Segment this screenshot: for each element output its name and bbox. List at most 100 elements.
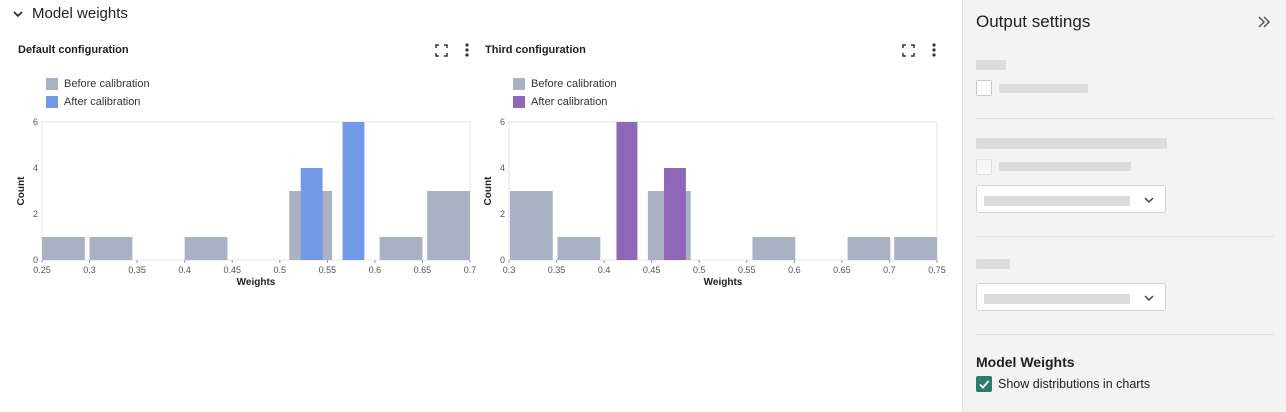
y-tick-label: 2 bbox=[33, 209, 38, 219]
bar-before-calibration bbox=[509, 191, 553, 260]
placeholder-select[interactable] bbox=[976, 185, 1166, 213]
chevron-down-icon bbox=[1144, 197, 1154, 204]
x-tick-label: 0.35 bbox=[548, 265, 566, 275]
model-weights-section-toggle[interactable]: Model weights bbox=[12, 5, 128, 22]
y-tick-label: 0 bbox=[33, 255, 38, 265]
loading-placeholder bbox=[976, 138, 1167, 149]
chart-title: Third configuration bbox=[485, 44, 586, 56]
x-axis-label: Weights bbox=[237, 277, 276, 288]
y-tick-label: 4 bbox=[33, 163, 38, 173]
y-tick-label: 6 bbox=[33, 117, 38, 127]
x-tick-label: 0.45 bbox=[643, 265, 661, 275]
sidebar-title: Output settings bbox=[976, 12, 1091, 31]
chart-legend: Before calibration After calibration bbox=[513, 75, 617, 111]
divider bbox=[976, 118, 1274, 119]
legend-swatch bbox=[46, 96, 58, 108]
chart-title: Default configuration bbox=[18, 44, 129, 56]
bar-before-calibration bbox=[184, 237, 228, 260]
legend-label: After calibration bbox=[64, 96, 141, 108]
more-options-icon[interactable] bbox=[459, 42, 475, 58]
x-tick-label: 0.3 bbox=[83, 265, 96, 275]
fullscreen-icon[interactable] bbox=[433, 42, 449, 58]
bar-before-calibration bbox=[379, 237, 423, 260]
x-tick-label: 0.6 bbox=[788, 265, 801, 275]
more-options-icon[interactable] bbox=[926, 42, 942, 58]
fullscreen-icon[interactable] bbox=[900, 42, 916, 58]
legend-item-after[interactable]: After calibration bbox=[513, 93, 617, 111]
legend-item-before[interactable]: Before calibration bbox=[46, 75, 150, 93]
x-tick-label: 0.45 bbox=[223, 265, 241, 275]
y-tick-label: 4 bbox=[500, 163, 505, 173]
histogram-third: 0.3 0.35 0.4 0.45 0.5 0.55 0.6 0.65 0.7 0.75 0 2 4 6 W… bbox=[483, 117, 946, 288]
chevron-down-icon bbox=[1144, 295, 1154, 302]
histogram-default: 0.25 0.3 0.35 0.4 0.45 0.5 0.55 0.6 0.65 0.7 0 2 4 6 W… bbox=[16, 117, 477, 288]
placeholder-checkbox[interactable] bbox=[976, 159, 992, 175]
loading-placeholder bbox=[999, 162, 1131, 171]
bar-before-calibration bbox=[557, 237, 601, 260]
x-tick-label: 0.4 bbox=[178, 265, 191, 275]
x-tick-label: 0.7 bbox=[464, 265, 477, 275]
bar-after-calibration bbox=[664, 168, 686, 260]
x-tick-label: 0.5 bbox=[274, 265, 287, 275]
bar-before-calibration bbox=[752, 237, 796, 260]
y-tick-label: 6 bbox=[500, 117, 505, 127]
loading-placeholder bbox=[976, 60, 1006, 70]
bar-after-calibration bbox=[342, 122, 365, 260]
x-tick-label: 0.7 bbox=[883, 265, 896, 275]
loading-placeholder bbox=[976, 259, 1010, 269]
placeholder-select[interactable] bbox=[976, 283, 1166, 311]
legend-label: After calibration bbox=[531, 96, 608, 108]
chart-toolbar bbox=[433, 42, 475, 58]
bar-before-calibration bbox=[847, 237, 891, 260]
x-tick-label: 0.65 bbox=[414, 265, 432, 275]
legend-label: Before calibration bbox=[64, 78, 150, 90]
legend-item-before[interactable]: Before calibration bbox=[513, 75, 617, 93]
loading-placeholder bbox=[984, 196, 1130, 206]
plot-area bbox=[508, 121, 938, 261]
collapse-sidebar-icon[interactable] bbox=[1256, 14, 1272, 30]
chart-toolbar bbox=[900, 42, 942, 58]
checkmark-icon bbox=[979, 380, 990, 389]
chart-card-default: Default configuration Before calibration… bbox=[8, 36, 478, 296]
x-tick-label: 0.65 bbox=[833, 265, 851, 275]
section-title: Model weights bbox=[32, 5, 128, 22]
y-tick-label: 2 bbox=[500, 209, 505, 219]
legend-swatch bbox=[513, 78, 525, 90]
checkbox-checked[interactable] bbox=[976, 376, 992, 392]
x-tick-label: 0.35 bbox=[128, 265, 146, 275]
chart-legend: Before calibration After calibration bbox=[46, 75, 150, 111]
loading-placeholder bbox=[999, 84, 1088, 93]
x-tick-label: 0.55 bbox=[738, 265, 756, 275]
x-tick-label: 0.5 bbox=[693, 265, 706, 275]
loading-placeholder bbox=[984, 294, 1130, 304]
x-tick-label: 0.55 bbox=[319, 265, 337, 275]
y-tick-label: 0 bbox=[500, 255, 505, 265]
model-weights-title: Model Weights bbox=[976, 354, 1075, 370]
show-distributions-checkbox[interactable]: Show distributions in charts bbox=[976, 376, 1150, 392]
x-tick-label: 0.6 bbox=[369, 265, 382, 275]
chart-card-third: Third configuration Before calibration A… bbox=[475, 36, 946, 296]
placeholder-checkbox[interactable] bbox=[976, 80, 992, 96]
chevron-down-icon bbox=[13, 10, 23, 17]
x-axis-label: Weights bbox=[704, 277, 743, 288]
divider bbox=[976, 334, 1274, 335]
bar-before-calibration bbox=[894, 237, 937, 260]
output-settings-sidebar: Output settings Model Weights Show distr… bbox=[962, 0, 1286, 412]
divider bbox=[976, 236, 1274, 237]
x-tick-label: 0.3 bbox=[503, 265, 516, 275]
checkbox-label: Show distributions in charts bbox=[998, 377, 1151, 391]
bar-after-calibration bbox=[300, 168, 323, 260]
bar-after-calibration bbox=[616, 122, 638, 260]
main-panel: Model weights Default configuration Befo… bbox=[8, 5, 946, 296]
bar-before-calibration bbox=[427, 191, 470, 260]
legend-swatch bbox=[513, 96, 525, 108]
x-tick-label: 0.75 bbox=[928, 265, 946, 275]
bar-before-calibration bbox=[42, 237, 85, 260]
legend-label: Before calibration bbox=[531, 78, 617, 90]
x-tick-label: 0.4 bbox=[598, 265, 611, 275]
legend-item-after[interactable]: After calibration bbox=[46, 93, 150, 111]
x-tick-label: 0.25 bbox=[33, 265, 51, 275]
legend-swatch bbox=[46, 78, 58, 90]
y-axis-label: Count bbox=[16, 176, 27, 206]
bar-before-calibration bbox=[89, 237, 133, 260]
